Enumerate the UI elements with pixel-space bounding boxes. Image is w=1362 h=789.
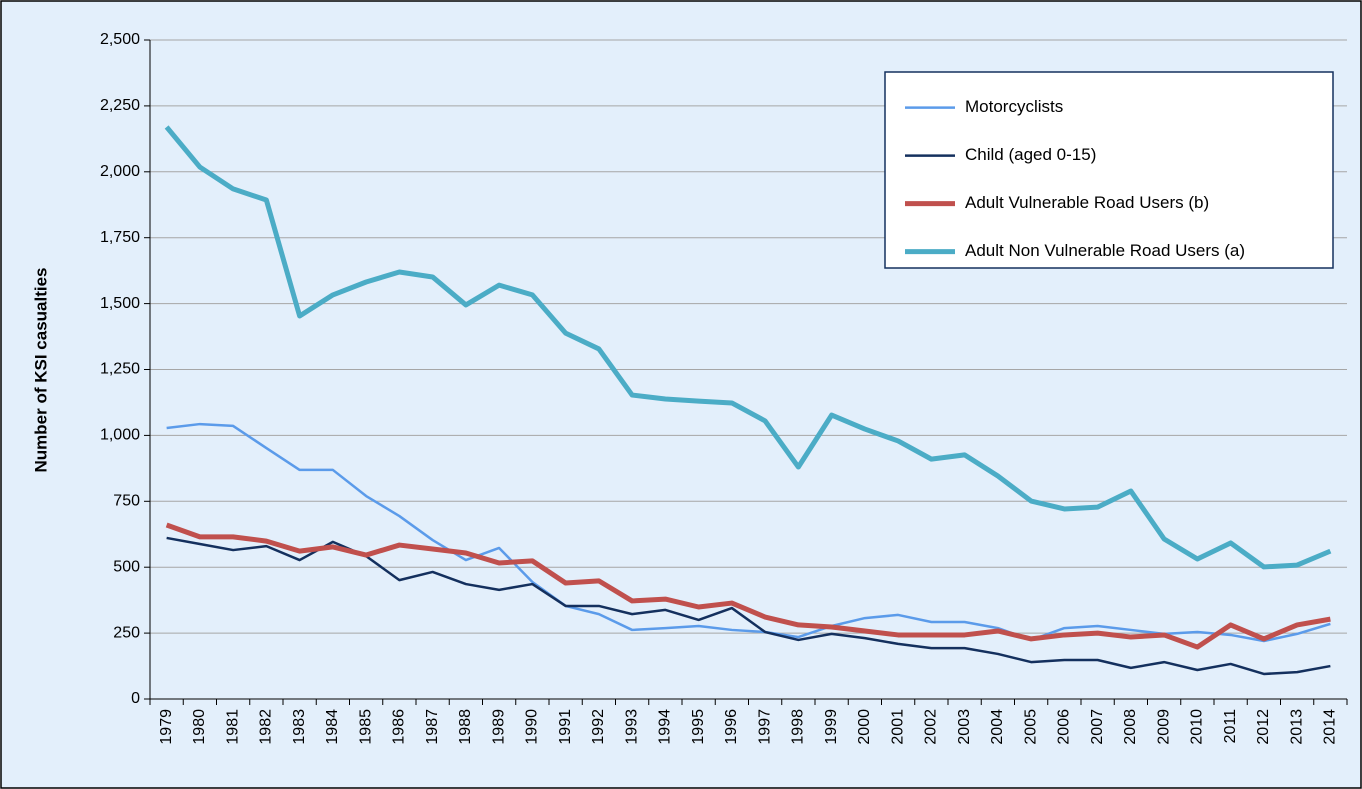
legend-label: Child (aged 0-15) [965, 145, 1096, 164]
x-tick-label: 1991 [557, 709, 574, 745]
legend-box [884, 71, 1334, 269]
x-tick-label: 1994 [657, 709, 674, 745]
y-tick-label: 500 [113, 558, 140, 575]
x-tick-label: 1992 [590, 709, 607, 745]
y-tick-label: 2,500 [100, 31, 140, 48]
x-tick-label: 1980 [191, 709, 208, 745]
x-tick-label: 2012 [1255, 709, 1272, 745]
x-tick-label: 2003 [956, 709, 973, 745]
x-tick-label: 2007 [1089, 709, 1106, 745]
y-tick-label: 2,000 [100, 163, 140, 180]
x-tick-label: 2014 [1322, 709, 1339, 745]
y-axis-title: Number of KSI casualties [31, 267, 50, 472]
x-tick-label: 1993 [623, 709, 640, 745]
x-tick-label: 2000 [856, 709, 873, 745]
x-tick-label: 2004 [989, 709, 1006, 745]
legend-label: Adult Non Vulnerable Road Users (a) [965, 241, 1245, 260]
y-tick-label: 250 [113, 624, 140, 641]
x-tick-label: 2010 [1189, 709, 1206, 745]
y-tick-label: 1,750 [100, 229, 140, 246]
series-line [165, 522, 1331, 650]
y-tick-label: 0 [131, 690, 140, 707]
y-tick-label: 2,250 [100, 97, 140, 114]
x-tick-label: 1998 [790, 709, 807, 745]
x-tick-label: 1979 [158, 709, 175, 745]
x-tick-label: 1987 [424, 709, 441, 745]
x-tick-label: 2005 [1022, 709, 1039, 745]
x-tick-label: 1984 [324, 709, 341, 745]
x-tick-label: 1985 [357, 709, 374, 745]
x-tick-label: 1986 [391, 709, 408, 745]
x-tick-label: 1996 [723, 709, 740, 745]
x-tick-label: 1999 [823, 709, 840, 745]
x-tick-label: 1997 [756, 709, 773, 745]
x-tick-label: 1983 [291, 709, 308, 745]
x-tick-label: 1981 [224, 709, 241, 745]
x-tick-label: 2011 [1222, 709, 1239, 744]
x-tick-label: 2001 [889, 709, 906, 745]
legend-label: Motorcyclists [965, 97, 1063, 116]
series-line [164, 125, 1332, 570]
y-tick-label: 750 [113, 493, 140, 510]
series-line [166, 422, 1331, 643]
x-tick-label: 2008 [1122, 709, 1139, 745]
x-tick-label: 2009 [1155, 709, 1172, 745]
y-tick-label: 1,500 [100, 295, 140, 312]
x-tick-label: 1982 [258, 709, 275, 745]
x-tick-label: 1989 [490, 709, 507, 745]
x-tick-label: 1995 [690, 709, 707, 745]
x-tick-label: 2002 [923, 709, 940, 745]
y-tick-label: 1,000 [100, 427, 140, 444]
x-tick-label: 1988 [457, 709, 474, 745]
x-tick-label: 2006 [1056, 709, 1073, 745]
legend-label: Adult Vulnerable Road Users (b) [965, 193, 1209, 212]
x-tick-label: 2013 [1288, 709, 1305, 745]
y-tick-label: 1,250 [100, 361, 140, 378]
x-tick-label: 1990 [524, 709, 541, 745]
